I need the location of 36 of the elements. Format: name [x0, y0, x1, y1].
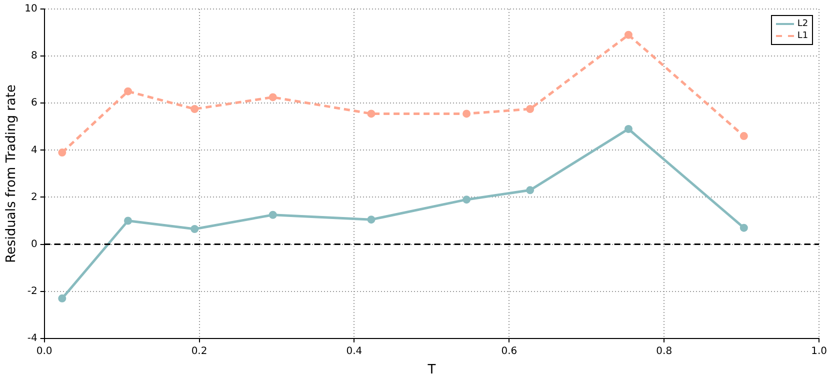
point	[190, 104, 199, 113]
point	[740, 132, 748, 140]
point	[624, 124, 632, 133]
y-tick-label: 6	[30, 98, 38, 109]
point	[190, 224, 199, 233]
y-tick-label: 8	[30, 50, 38, 62]
point	[124, 87, 132, 96]
x-tick-label: 0.8	[656, 346, 672, 357]
point	[268, 210, 277, 219]
point	[268, 93, 277, 102]
y-tick-label: 2	[30, 192, 38, 203]
point	[624, 30, 632, 39]
x-axis-title: T	[426, 362, 436, 378]
y-tick-label: -2	[27, 286, 38, 297]
y-tick-label: 4	[30, 144, 38, 156]
point	[526, 186, 534, 194]
y-tick-label: 0	[30, 238, 38, 250]
y-tick-label: -4	[27, 332, 38, 344]
y-tick-label: 10	[24, 4, 38, 15]
point	[462, 110, 471, 118]
point	[740, 224, 748, 232]
point	[58, 294, 66, 302]
y-axis-title: Residuals from Trading rate	[4, 84, 20, 263]
x-tick-label: 1.0	[811, 346, 827, 357]
point	[367, 216, 376, 224]
point	[462, 196, 471, 204]
legend-label: L1	[797, 30, 808, 42]
point	[124, 216, 132, 225]
point	[367, 110, 376, 118]
x-tick-label: 0.4	[346, 346, 362, 357]
point	[58, 148, 66, 157]
x-tick-label: 0.2	[191, 346, 208, 357]
x-tick-label: 0.6	[501, 346, 518, 357]
x-tick-label: 0.0	[36, 346, 52, 357]
legend-label: L2	[797, 18, 808, 30]
point	[526, 104, 534, 113]
